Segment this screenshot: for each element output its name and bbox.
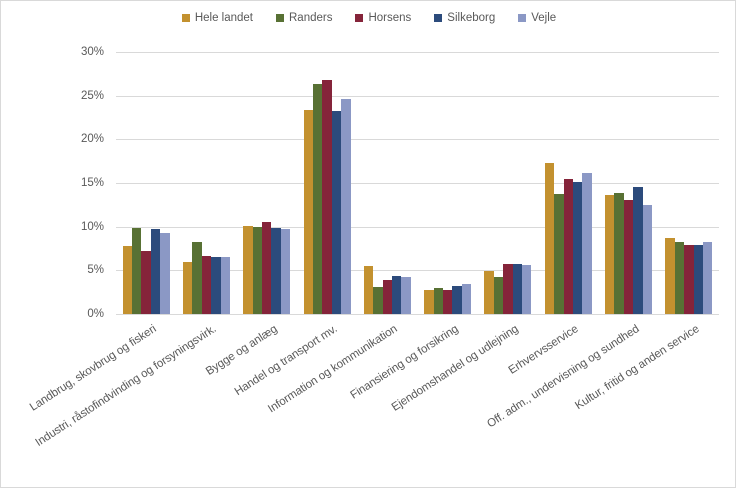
bar-randers [192, 242, 202, 314]
chart-legend: Hele landet Randers Horsens Silkeborg Vejle [1, 12, 736, 24]
x-axis-tick-label: Information og kommunikation [266, 323, 400, 416]
bar-hele-landet [544, 162, 555, 314]
y-axis-tick-label: 25% [80, 89, 104, 102]
bar-group-ejendomshandel-og-udlejning [484, 52, 532, 314]
legend-label: Vejle [531, 12, 557, 24]
legend-swatch-icon [355, 14, 364, 22]
legend-swatch-icon [181, 14, 190, 22]
bar-horsens [201, 256, 212, 314]
y-axis-tick-label: 20% [80, 133, 104, 146]
bar-horsens [503, 264, 513, 314]
bar-randers [433, 287, 443, 314]
bar-vejle [341, 99, 351, 314]
legend-item-horsens: Horsens [355, 12, 411, 24]
bar-hele-landet [122, 245, 133, 314]
y-gridline [116, 95, 719, 97]
bar-group-handel-og-transport-mv [303, 52, 351, 314]
bar-randers [132, 228, 142, 314]
bar-hele-landet [182, 261, 193, 314]
bar-silkeborg [572, 182, 583, 314]
bar-vejle [220, 257, 230, 314]
bar-hele-landet [484, 271, 494, 314]
y-gridline [116, 270, 719, 272]
bar-silkeborg [271, 228, 281, 314]
bar-randers [554, 194, 564, 314]
bar-vejle [160, 232, 170, 314]
legend-swatch-icon [518, 14, 527, 22]
y-gridline [116, 139, 719, 141]
bar-silkeborg [633, 186, 643, 314]
bar-randers [252, 226, 263, 314]
bar-hele-landet [363, 265, 374, 314]
bar-group-erhvervsservice [544, 52, 592, 314]
bar-group-information-og-kommunikation [363, 52, 411, 314]
y-gridline [116, 183, 719, 184]
bar-horsens [623, 200, 634, 314]
bar-group-landbrug-skovbrug-og-fiskeri [122, 52, 170, 314]
x-axis-line [116, 314, 719, 315]
bar-group-finansiering-og-forsikring [424, 52, 472, 314]
bar-randers [493, 277, 504, 314]
bar-horsens [684, 245, 694, 314]
bar-randers [614, 193, 624, 314]
bar-hele-landet [424, 289, 434, 314]
legend-item-silkeborg: Silkeborg [434, 12, 495, 24]
bar-hele-landet [665, 238, 675, 314]
bar-horsens [563, 178, 573, 314]
bar-hele-landet [303, 109, 313, 314]
y-axis-tick-label: 0% [87, 308, 104, 320]
bar-hele-landet [605, 195, 615, 314]
x-axis-tick-label: Finansiering og forsikring [348, 323, 461, 402]
bar-vejle [401, 277, 411, 314]
bar-group-industri-r-stofindvinding-og-forsyningsvirk [182, 52, 230, 314]
legend-item-vejle: Vejle [518, 12, 556, 24]
x-axis-tick-label: Ejendomshandel og udlejning [389, 323, 521, 414]
bar-horsens [322, 79, 332, 314]
bar-silkeborg [452, 286, 462, 314]
bar-vejle [642, 204, 653, 314]
bar-silkeborg [331, 111, 342, 314]
legend-item-hele-landet: Hele landet [181, 12, 253, 24]
legend-label: Silkeborg [447, 12, 496, 24]
bar-vejle [280, 229, 291, 314]
bar-silkeborg [150, 229, 161, 314]
x-axis-tick-label: Off. adm., undervisning og sundhed [484, 323, 642, 431]
x-axis-tick-label: Bygge og anlæg [203, 323, 280, 378]
bar-group-kultur-fritid-og-anden-service [665, 52, 713, 314]
bar-silkeborg [211, 257, 221, 314]
y-gridline [116, 52, 719, 53]
x-axis-tick-label: Erhvervsservice [506, 323, 581, 377]
bar-hele-landet [243, 225, 253, 314]
y-axis-tick-label: 5% [87, 264, 104, 277]
legend-label: Horsens [368, 12, 412, 24]
y-axis-tick-label: 10% [80, 220, 104, 233]
bar-randers [373, 286, 383, 314]
bar-randers [674, 242, 685, 314]
legend-label: Hele landet [194, 12, 253, 24]
legend-label: Randers [289, 12, 333, 24]
x-axis-tick-label: Kultur, fritid og anden service [573, 323, 702, 413]
bar-vejle [702, 241, 713, 314]
bar-vejle [461, 284, 472, 314]
bar-horsens [382, 279, 393, 314]
y-axis-tick-label: 15% [80, 177, 104, 189]
bar-randers [312, 84, 323, 314]
bar-silkeborg [512, 264, 523, 314]
bar-group-bygge-og-anl-g [243, 52, 291, 314]
bar-silkeborg [392, 275, 402, 314]
y-gridline [116, 226, 719, 228]
legend-swatch-icon [276, 14, 284, 22]
legend-swatch-icon [434, 14, 443, 22]
legend-item-randers: Randers [276, 12, 332, 24]
bar-silkeborg [693, 245, 703, 314]
bar-vejle [522, 265, 532, 314]
bar-group-off-adm-undervisning-og-sundhed [605, 52, 653, 314]
x-axis-tick-label: Handel og transport mv. [232, 323, 340, 399]
bar-horsens [442, 289, 453, 314]
bar-horsens [141, 251, 151, 314]
bar-horsens [262, 222, 272, 314]
bar-vejle [582, 173, 592, 314]
y-axis-tick-label: 30% [80, 46, 104, 58]
